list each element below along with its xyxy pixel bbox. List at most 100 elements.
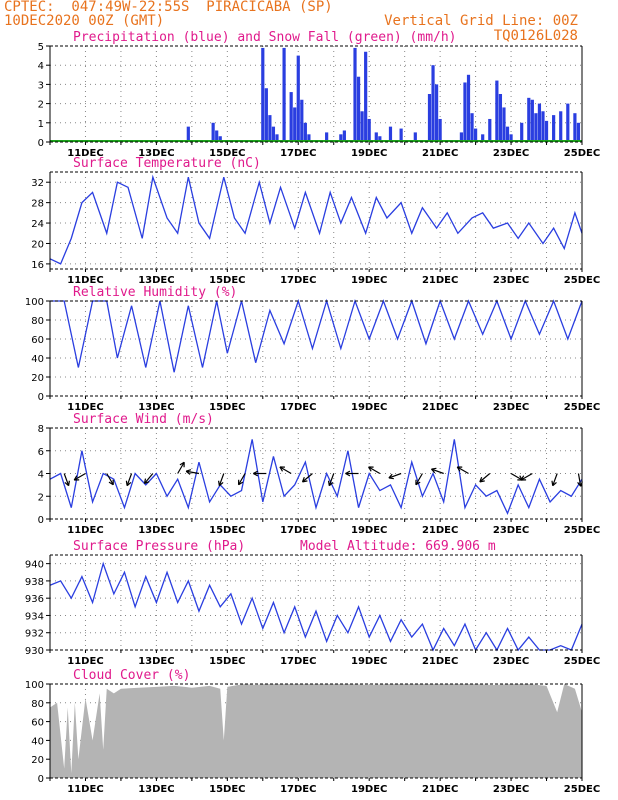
precip-bar [434,84,439,142]
x-tick-label: 11DEC [67,525,103,536]
precip-bar [488,118,492,142]
wind-arrow [327,473,335,487]
x-tick-label: 17DEC [280,402,316,413]
wind-arrow-head [218,481,224,487]
y-tick-label: 60 [31,335,44,346]
wind-arrow [237,473,246,486]
wind-arrow-head [125,480,128,486]
y-tick-label: 936 [25,594,44,605]
x-tick-label: 13DEC [138,275,174,286]
wind-arrow-head [388,477,394,480]
wind-arrow-head [302,480,308,483]
y-tick-label: 932 [25,629,44,640]
precip-bar [399,128,403,142]
precip-bar [537,103,542,142]
wind-arrow-head [577,482,582,487]
precip-bar [303,122,307,142]
panel-precip: Precipitation (blue) and Snow Fall (gree… [38,30,601,159]
wind-arrow-head [68,480,70,486]
x-tick-label: 23DEC [493,148,529,159]
panel-temp: Surface Temperature (nC) 16 20 24 28 32 11DEC 1… [31,156,600,286]
y-tick-label: 80 [31,699,44,710]
y-tick-label: 938 [25,577,44,588]
x-tick-label: 17DEC [280,784,316,795]
precip-bar [218,136,222,142]
precip-bar [211,122,215,142]
wind-arrow-shaft [388,472,402,479]
wind-arrow [415,473,423,486]
y-tick-label: 32 [31,178,44,189]
precip-bar [541,111,545,142]
panel-title: Surface Pressure (hPa) [73,539,245,554]
x-tick-label: 15DEC [209,656,245,667]
wind-arrow-shaft [63,473,70,486]
y-tick-label: 2 [38,100,44,111]
wind-arrow-shaft [552,473,558,486]
panel-rh: Relative Humidity (%) 0 20 40 60 80 100 11DEC 13… [25,285,600,413]
wind-arrow-shaft [328,473,335,486]
y-tick-label: 0 [38,515,44,526]
x-tick-label: 17DEC [280,148,316,159]
precip-bar [427,94,432,142]
wind-arrow-head [431,467,437,470]
x-tick-label: 11DEC [67,275,103,286]
precip-bar [282,47,286,142]
y-tick-label: 40 [31,736,44,747]
wind-arrow-shaft [73,472,86,481]
wind-arrow-head [253,472,259,477]
x-tick-label: 25DEC [564,275,600,286]
wind-arrow-head [552,481,557,487]
wind-arrow [177,461,185,474]
x-tick-label: 15DEC [209,148,245,159]
wind-arrow-head [185,469,192,472]
panel-title: Surface Wind (m/s) [73,412,214,427]
wind-arrow [368,466,381,475]
precip-bar [353,47,357,142]
precip-bar [300,99,304,142]
wind-arrow-head [108,481,114,486]
precip-bar [463,82,467,142]
y-tick-label: 2 [38,492,44,503]
y-tick-label: 28 [31,199,44,210]
series-line [49,439,583,515]
x-tick-label: 17DEC [280,656,316,667]
wind-arrow-head [73,475,78,481]
y-tick-label: 20 [31,755,44,766]
precip-bar [481,134,485,142]
wind-arrow [217,473,225,487]
y-tick-label: 40 [31,354,44,365]
y-tick-label: 1 [38,119,44,130]
panel-cloud: Cloud Cover (%) 0 20 40 60 80 100 11DEC 13DEC 15D… [25,668,600,795]
precip-bar [552,115,556,142]
precip-bar [438,118,442,142]
precip-bar [559,111,563,142]
y-tick-label: 20 [31,373,44,384]
precip-bar [527,97,531,142]
precip-bar [520,122,524,142]
x-tick-label: 23DEC [493,656,529,667]
wind-arrow-head [345,472,351,477]
x-tick-label: 23DEC [493,275,529,286]
precip-bar [534,113,538,142]
wind-arrow-head [551,480,554,486]
wind-arrow-head [126,481,132,487]
wind-arrow-head [388,473,393,479]
precip-bar [474,128,478,142]
precip-bar [296,55,300,142]
panel-pressure: Surface Pressure (hPa) Model Altitude: 66… [25,539,600,667]
wind-arrow [520,472,533,481]
wind-arrow [185,469,200,475]
wind-arrow-shaft [415,473,423,486]
y-tick-label: 930 [25,646,44,657]
wind-arrow-shaft [238,473,246,486]
x-tick-label: 21DEC [422,148,458,159]
y-tick-label: 20 [31,239,44,250]
x-tick-label: 25DEC [564,402,600,413]
x-tick-label: 23DEC [493,784,529,795]
y-tick-label: 0 [38,774,44,785]
wind-arrow [479,473,491,483]
series-line [49,561,583,652]
wind-arrow-shaft [520,472,533,481]
precip-bar [466,74,471,142]
